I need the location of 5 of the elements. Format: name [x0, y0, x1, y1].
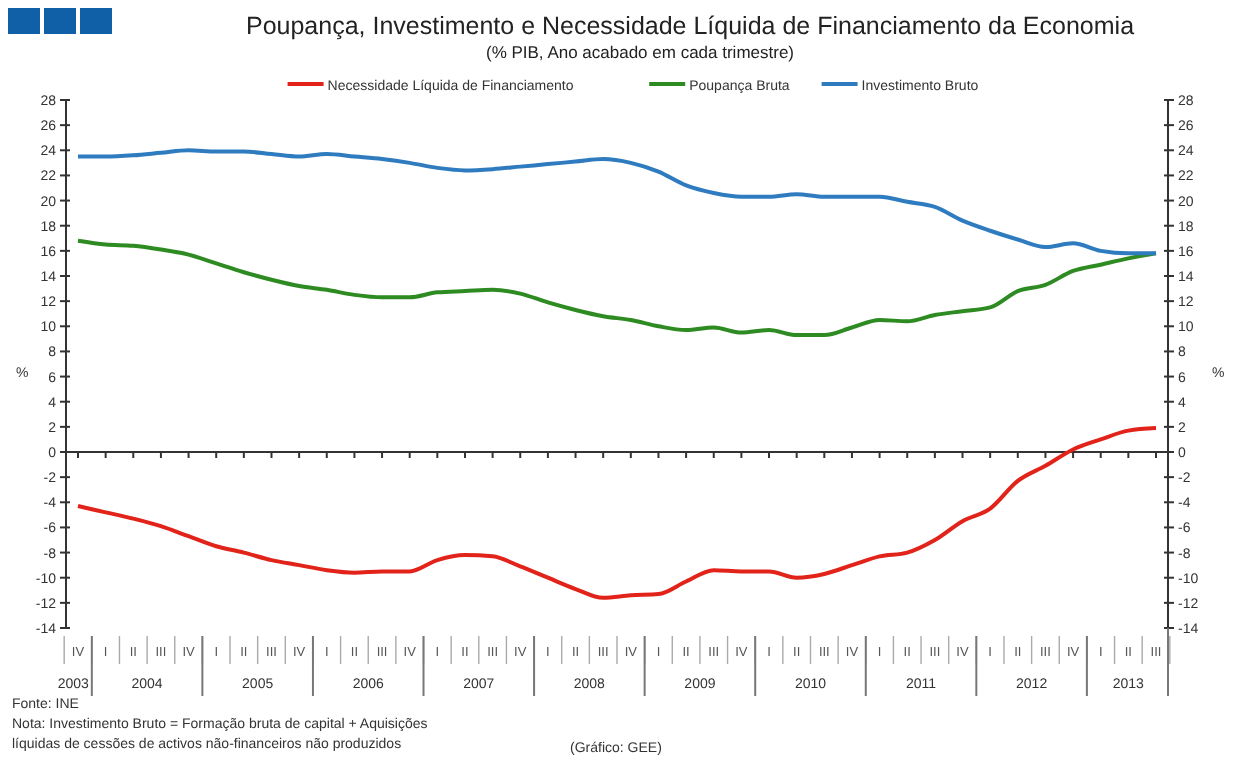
- chart-title: Poupança, Investimento e Necessidade Líquida de Financiamento da Economia: [245, 12, 1135, 40]
- line-series: [76, 426, 1158, 600]
- chart-subtitle: (% PIB, Ano acabado em cada trimestre): [485, 42, 795, 62]
- line-series: [76, 238, 1158, 338]
- line-series: [76, 148, 1158, 256]
